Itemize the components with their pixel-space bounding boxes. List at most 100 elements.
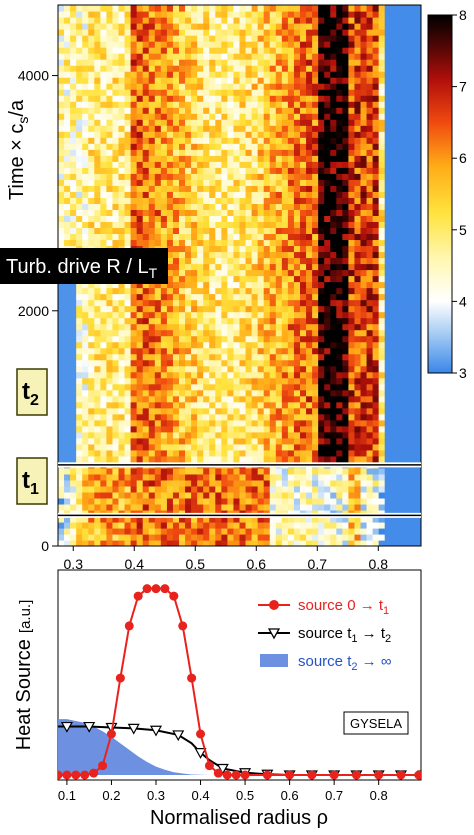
heatmap-cell xyxy=(378,131,386,138)
heatmap-cell xyxy=(203,131,210,138)
heatmap-cell xyxy=(82,47,89,54)
heatmap-cell xyxy=(209,143,216,150)
heatmap-cell xyxy=(281,83,289,90)
heatmap-cell xyxy=(300,371,307,379)
heatmap-cell xyxy=(154,203,162,210)
heatmap-cell xyxy=(390,317,398,325)
heatmap-cell xyxy=(402,353,410,361)
heatmap-cell xyxy=(148,125,156,132)
heatmap-cell xyxy=(306,419,313,427)
heatmap-cell xyxy=(312,335,319,343)
heatmap-cell xyxy=(402,335,410,343)
heatmap-cell xyxy=(414,227,421,235)
heatmap-cell xyxy=(142,107,150,114)
heatmap-cell xyxy=(64,431,71,439)
heatmap-cell xyxy=(360,455,368,463)
heatmap-cell xyxy=(396,221,404,229)
heatmap-cell xyxy=(148,383,156,391)
heatmap-cell xyxy=(263,455,271,463)
heatmap-cell xyxy=(402,365,410,373)
heatmap-cell xyxy=(70,437,77,445)
heatmap-cell xyxy=(197,389,204,397)
heatmap-cell xyxy=(348,329,356,337)
heatmap-cell xyxy=(160,221,168,229)
heatmap-cell xyxy=(227,455,235,463)
heatmap-cell xyxy=(58,419,65,427)
heatmap-cell xyxy=(396,359,404,367)
heatmap-cell xyxy=(82,413,89,421)
heatmap-cell xyxy=(293,287,301,295)
heatmap-cell xyxy=(82,467,89,475)
heatmap-cell xyxy=(245,389,253,397)
heatmap-cell xyxy=(396,413,404,421)
heatmap-cell xyxy=(275,131,283,138)
heatmap-cell xyxy=(166,377,174,385)
heatmap-cell xyxy=(354,257,362,265)
heatmap-cell xyxy=(312,359,319,367)
heatmap-cell xyxy=(275,203,283,210)
heatmap-cell xyxy=(269,173,277,180)
heatmap-cell xyxy=(221,521,228,529)
heatmap-cell xyxy=(378,251,386,259)
heatmap-cell xyxy=(118,71,126,78)
heatmap-cell xyxy=(263,407,271,415)
heatmap-cell xyxy=(239,521,247,529)
heatmap-cell xyxy=(396,83,404,90)
heatmap-cell xyxy=(245,167,253,174)
heatmap-cell xyxy=(269,503,277,511)
heatmap-cell xyxy=(227,317,235,325)
heatmap-cell xyxy=(82,131,89,138)
heatmap-cell xyxy=(348,173,356,180)
heatmap-cell xyxy=(281,527,289,535)
heatmap-cell xyxy=(172,185,180,192)
heatmap-cell xyxy=(366,299,374,307)
heatmap-cell xyxy=(154,101,162,108)
heatmap-cell xyxy=(209,77,216,84)
heatmap-cell xyxy=(263,65,271,72)
heatmap-cell xyxy=(227,377,235,385)
heatmap-cell xyxy=(366,311,374,319)
heatmap-cell xyxy=(118,467,126,475)
heatmap-cell xyxy=(330,413,337,421)
heatmap-cell xyxy=(293,161,301,168)
heatmap-cell xyxy=(191,359,198,367)
heatmap-cell xyxy=(82,353,89,361)
heatmap-cell xyxy=(58,515,65,523)
heatmap-cell xyxy=(360,143,368,150)
heatmap-cell xyxy=(197,287,204,295)
heatmap-cell xyxy=(172,443,180,451)
heatmap-cell xyxy=(221,65,228,72)
heatmap-cell xyxy=(136,533,144,541)
heatmap-cell xyxy=(245,215,253,222)
heatmap-cell xyxy=(318,257,325,265)
heatmap-cell xyxy=(293,473,301,481)
heatmap-cell xyxy=(306,245,313,253)
heatmap-cell xyxy=(124,443,132,451)
heatmap-cell xyxy=(300,233,307,241)
heatmap-cell xyxy=(112,359,120,367)
heatmap-cell xyxy=(88,341,95,349)
heatmap-cell xyxy=(148,515,156,523)
heatmap-cell xyxy=(124,281,132,289)
heatmap-cell xyxy=(269,347,277,355)
heatmap-cell xyxy=(281,185,289,192)
heatmap-cell xyxy=(197,125,204,132)
heatmap-cell xyxy=(348,527,356,535)
heatmap-cell xyxy=(312,293,319,301)
heatmap-cell xyxy=(239,113,247,120)
heatmap-cell xyxy=(360,227,368,235)
heatmap-cell xyxy=(112,101,120,108)
heatmap-cell xyxy=(70,113,77,120)
heatmap-cell xyxy=(185,479,192,487)
heatmap-cell xyxy=(269,287,277,295)
heatmap-cell xyxy=(82,227,89,235)
heatmap-cell xyxy=(342,527,349,535)
heatmap-cell xyxy=(275,299,283,307)
heatmap-cell xyxy=(275,311,283,319)
heatmap-cell xyxy=(414,239,421,247)
heatmap-cell xyxy=(197,65,204,72)
heatmap-cell xyxy=(378,377,386,385)
heatmap-cell xyxy=(287,341,295,349)
heatmap-cell xyxy=(293,65,301,72)
heatmap-cell xyxy=(112,437,120,445)
